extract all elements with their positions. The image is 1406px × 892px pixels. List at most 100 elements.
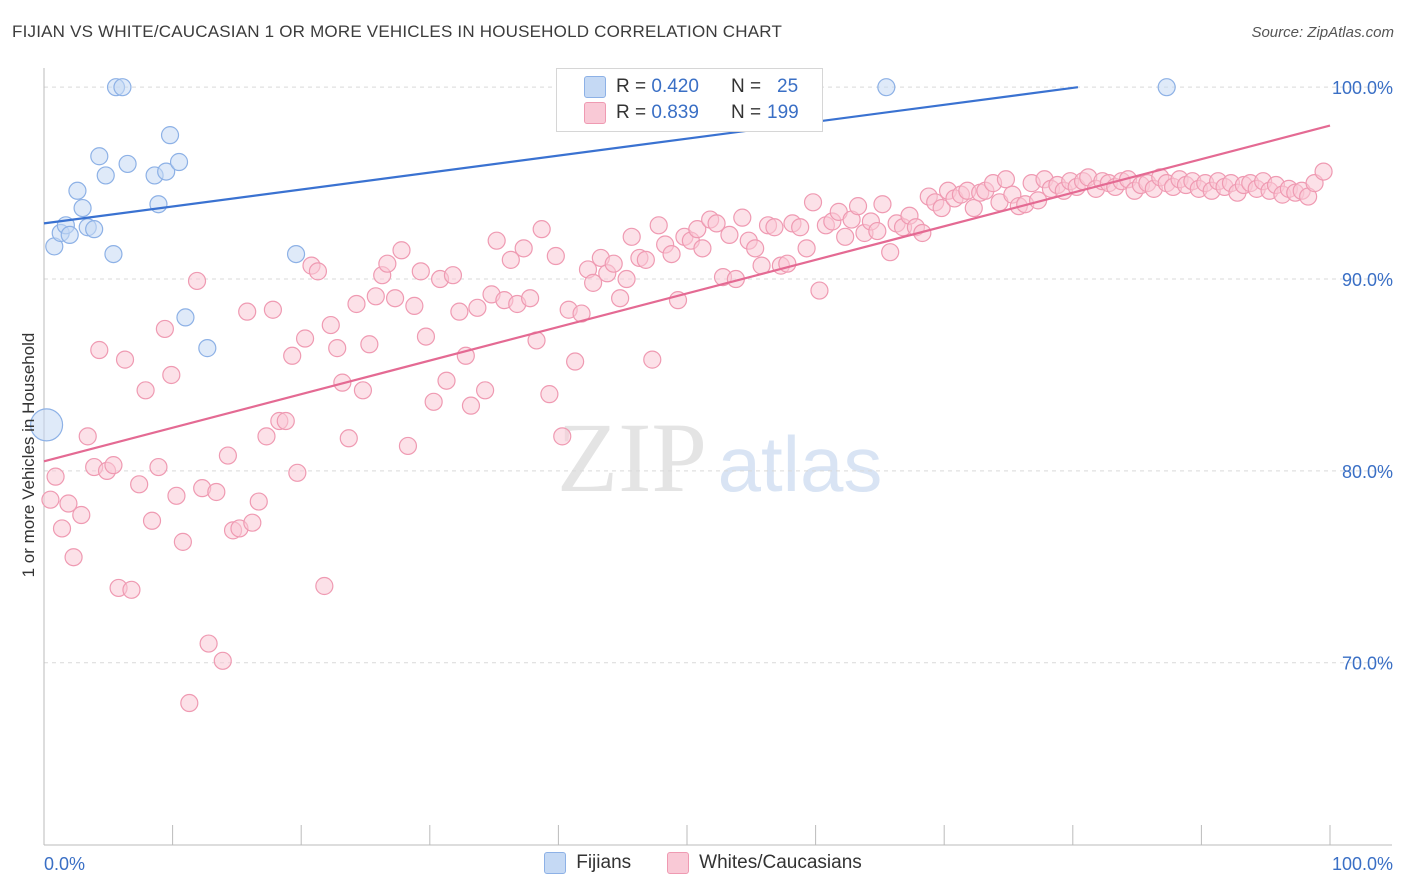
axes: [43, 68, 1392, 846]
whites-point: [41, 490, 60, 509]
fijians-point: [68, 181, 87, 200]
whites-point: [257, 427, 276, 446]
whites-point: [932, 198, 951, 218]
stats-r-label: R =: [616, 76, 647, 97]
whites-point: [218, 446, 237, 465]
whites-point: [424, 392, 443, 411]
stats-legend: R = 0.420 N = 25 R = 0.839 N = 199: [556, 68, 823, 132]
series-fijians-points: [29, 78, 1176, 442]
whites-point: [733, 208, 752, 227]
whites-point: [398, 436, 418, 456]
whites-point: [130, 475, 149, 494]
whites-point: [487, 231, 506, 250]
fijians-point: [29, 408, 64, 442]
fijians-point: [113, 78, 132, 97]
fijians-point: [73, 198, 92, 218]
whites-point: [461, 396, 481, 415]
watermark-zip: ZIP: [557, 402, 707, 513]
whites-point: [881, 243, 900, 262]
whites-point: [411, 262, 430, 281]
whites-point: [803, 193, 823, 212]
whites-point: [104, 456, 123, 475]
whites-point: [155, 319, 174, 339]
whites-point: [532, 220, 551, 239]
whites-point: [360, 335, 379, 354]
stats-swatch-fijians: [584, 76, 606, 98]
whites-point: [243, 513, 262, 532]
whites-point: [868, 221, 887, 241]
legend-label-whites: Whites/Caucasians: [699, 852, 862, 873]
series-whites-points: [41, 162, 1333, 713]
whites-point: [263, 300, 283, 319]
whites-point: [392, 241, 411, 260]
whites-point: [514, 239, 533, 258]
whites-point: [328, 339, 347, 358]
whites-point: [385, 289, 405, 308]
whites-point: [378, 254, 397, 273]
whites-point: [693, 239, 712, 258]
whites-point: [848, 197, 868, 216]
y-tick-label: 80.0%: [1342, 462, 1393, 482]
whites-point: [604, 254, 623, 273]
whites-point: [797, 239, 816, 258]
whites-point: [468, 298, 487, 317]
whites-point: [416, 327, 436, 346]
whites-point: [553, 427, 572, 446]
whites-point: [52, 519, 72, 538]
whites-point: [283, 346, 302, 365]
whites-point: [501, 250, 520, 269]
fijians-trend-line: [43, 86, 1079, 225]
whites-point: [59, 494, 78, 513]
whites-point: [746, 239, 765, 258]
stats-row-fijians: R = 0.420 N = 25: [557, 74, 798, 100]
whites-point: [450, 302, 469, 321]
whites-point: [649, 216, 668, 235]
whites-point: [1314, 162, 1333, 181]
whites-point: [521, 289, 540, 308]
whites-point: [366, 287, 385, 306]
fijians-point: [104, 244, 123, 264]
legend-item-whites[interactable]: Whites/Caucasians: [667, 852, 862, 874]
fijians-point: [877, 78, 896, 97]
whites-point: [207, 482, 226, 502]
whites-point: [611, 289, 630, 308]
whites-point: [836, 227, 855, 246]
whites-point: [115, 350, 135, 369]
whites-point: [707, 214, 726, 233]
whites-trend-line: [43, 124, 1331, 463]
whites-point: [315, 576, 334, 596]
stats-swatch-whites: [584, 102, 606, 124]
legend-label-fijians: Fijians: [576, 852, 632, 873]
fijians-point: [96, 166, 115, 185]
whites-point: [353, 381, 373, 400]
whites-point: [308, 262, 328, 281]
whites-point: [566, 352, 585, 371]
stats-n-value: 199: [767, 102, 799, 123]
axis-labels: 70.0% 80.0% 90.0% 100.0% 0.0% 100.0%: [44, 78, 1393, 874]
whites-point: [249, 492, 268, 511]
whites-point: [149, 457, 168, 477]
y-tick-label: 70.0%: [1342, 654, 1393, 674]
whites-point: [643, 350, 662, 369]
x-tick-label: 0.0%: [44, 854, 85, 874]
legend-item-fijians[interactable]: Fijians: [544, 852, 631, 874]
stats-n-label: N =: [730, 102, 762, 123]
whites-point: [546, 246, 565, 266]
y-axis-title: 1 or more Vehicles in Household: [19, 333, 38, 578]
chart-legend: Fijians Whites/Caucasians: [0, 852, 1406, 874]
whites-point: [213, 651, 232, 670]
x-tick-label: 100.0%: [1332, 854, 1393, 874]
trend-lines: [43, 86, 1331, 463]
fijians-point: [169, 152, 189, 172]
stats-n-label: N =: [730, 76, 762, 97]
whites-point: [238, 302, 257, 321]
whites-point: [584, 273, 603, 292]
whites-point: [437, 371, 456, 390]
whites-point: [321, 315, 340, 335]
fijians-point: [198, 339, 217, 358]
whites-point: [443, 266, 463, 285]
whites-point: [136, 381, 155, 400]
watermark-atlas: atlas: [718, 420, 883, 508]
whites-point: [873, 195, 892, 214]
whites-point: [173, 532, 192, 551]
